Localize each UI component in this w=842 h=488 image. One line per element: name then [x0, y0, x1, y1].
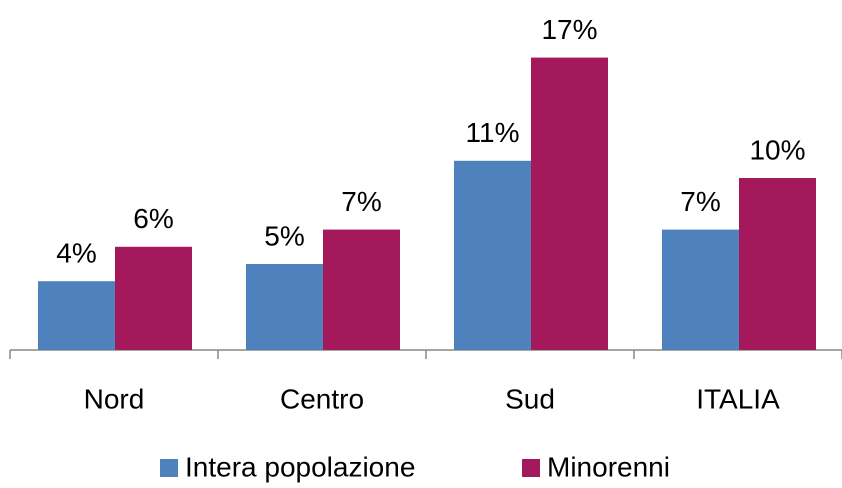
- data-label: 7%: [341, 186, 381, 217]
- data-label: 17%: [541, 14, 597, 45]
- x-tick-label: Nord: [84, 383, 145, 414]
- data-label: 4%: [56, 238, 96, 269]
- data-label: 5%: [264, 220, 304, 251]
- data-label: 10%: [749, 134, 805, 165]
- bar: [739, 178, 816, 350]
- x-tick-label: Centro: [280, 383, 364, 414]
- bar: [531, 57, 608, 350]
- bar: [323, 229, 400, 350]
- legend-label: Minorenni: [547, 451, 670, 482]
- data-label: 6%: [133, 203, 173, 234]
- data-label: 11%: [466, 117, 520, 148]
- x-tick-label: Sud: [505, 383, 555, 414]
- legend-swatch: [522, 459, 540, 477]
- bar: [454, 160, 531, 350]
- x-tick-label: ITALIA: [696, 383, 780, 414]
- bar: [115, 246, 192, 350]
- data-label: 7%: [680, 186, 720, 217]
- legend-label: Intera popolazione: [185, 451, 415, 482]
- bar: [246, 264, 323, 350]
- bar: [662, 229, 739, 350]
- bar: [38, 281, 115, 350]
- legend-swatch: [160, 459, 178, 477]
